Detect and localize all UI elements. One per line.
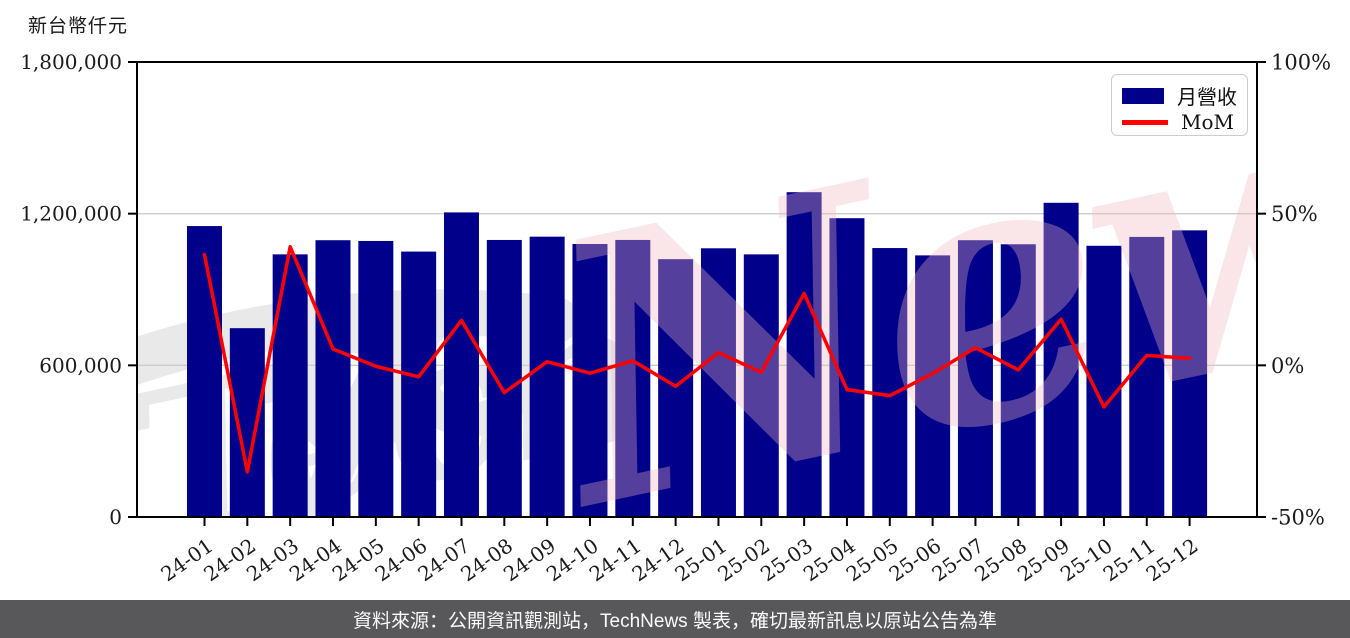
mom-line <box>202 244 1192 474</box>
revenue-bar-25-01 <box>700 248 736 517</box>
left-tick-label: 1,200,000 <box>20 202 122 226</box>
legend-item-revenue: 月營收 <box>1122 81 1237 110</box>
right-tick-label: -50% <box>1271 506 1325 530</box>
left-tick-label: 1,800,000 <box>20 50 122 74</box>
revenue-bar-24-09 <box>529 236 565 518</box>
revenue-bar-25-07 <box>957 240 993 518</box>
revenue-bar-24-01 <box>187 226 222 517</box>
revenue-bar-25-09 <box>1043 202 1079 517</box>
monthly-revenue-chart: TechNews0600,0001,200,0001,800,000-50%0%… <box>20 50 1331 586</box>
y-axis-unit-label: 新台幣仟元 <box>28 15 129 37</box>
legend-bar-label: 月營收 <box>1177 85 1237 109</box>
revenue-bar-24-07 <box>443 212 479 517</box>
right-tick-label: 100% <box>1271 51 1331 75</box>
legend-line-label: MoM <box>1181 110 1234 134</box>
revenue-bar-24-04 <box>315 240 351 518</box>
revenue-bar-24-11 <box>615 239 651 517</box>
left-tick-label: 0 <box>109 505 122 529</box>
revenue-bar-25-12 <box>1172 230 1208 517</box>
revenue-bar-25-11 <box>1129 236 1165 517</box>
right-tick-label: 50% <box>1271 202 1318 226</box>
source-footer: 資料來源：公開資訊觀測站，TechNews 製表，確切最新訊息以原站公告為準 <box>0 600 1350 638</box>
left-tick-label: 600,000 <box>39 353 122 377</box>
revenue-bar-25-08 <box>1000 244 1036 517</box>
revenue-bar-24-03 <box>272 254 308 517</box>
legend: 月營收 MoM <box>1111 74 1248 136</box>
revenue-bar-25-03 <box>786 192 822 518</box>
right-tick-label: 0% <box>1271 354 1304 378</box>
revenue-bar-24-05 <box>358 240 394 517</box>
revenue-bar-24-02 <box>229 328 265 517</box>
legend-line-swatch <box>1122 119 1168 125</box>
revenue-bars <box>187 192 1208 518</box>
legend-item-mom: MoM <box>1122 110 1237 134</box>
plot-border <box>136 61 1258 518</box>
legend-bar-swatch <box>1122 87 1164 104</box>
revenue-bar-25-02 <box>743 254 779 517</box>
source-footer-text: 資料來源：公開資訊觀測站，TechNews 製表，確切最新訊息以原站公告為準 <box>353 610 997 632</box>
revenue-bar-24-06 <box>401 251 437 518</box>
revenue-bar-25-05 <box>872 248 908 518</box>
revenue-bar-24-10 <box>572 244 608 517</box>
revenue-bar-24-08 <box>486 239 522 517</box>
revenue-bar-24-12 <box>658 259 694 517</box>
revenue-bar-25-06 <box>915 255 951 517</box>
